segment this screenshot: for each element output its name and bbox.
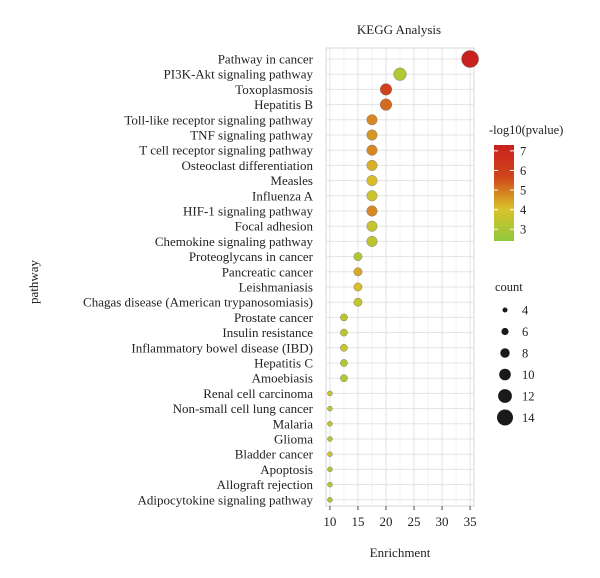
size-legend-label: 14 [522,411,535,425]
data-point [366,175,378,187]
size-legend-dot [497,409,513,426]
data-point [366,159,378,171]
data-point [340,374,348,383]
y-tick-label: Prostate cancer [234,310,314,325]
y-tick-label: Hepatitis B [254,97,313,112]
y-tick-label: T cell receptor signaling pathway [139,143,313,158]
grid [325,47,475,507]
color-legend-label: 3 [520,223,526,237]
data-point [327,451,333,457]
data-point [393,67,407,81]
chart-title: KEGG Analysis [357,22,441,37]
size-legend-label: 8 [522,347,528,361]
y-tick-label: Toll-like receptor signaling pathway [124,112,313,127]
size-legend-dot [499,368,511,381]
color-legend: -log10(pvalue) 3 4 5 6 7 [489,123,563,241]
data-point [327,436,333,442]
y-tick-label: PI3K-Akt signaling pathway [164,67,314,82]
y-tick-label: Amoebiasis [252,371,313,386]
y-tick-label: Focal adhesion [235,219,314,234]
size-legend-label: 6 [522,325,528,339]
data-point [366,205,378,217]
y-tick-label: Allograft rejection [217,477,314,492]
x-tick-label: 15 [351,514,364,529]
y-tick-label: Chemokine signaling pathway [155,234,314,249]
x-tick-label: 25 [408,514,421,529]
y-tick-label: Glioma [274,432,313,447]
size-legend-dot [498,389,512,403]
data-point [327,390,333,397]
data-point [327,481,333,488]
color-legend-label: 6 [520,164,526,178]
data-point [340,313,348,322]
y-tick-label: Pancreatic cancer [222,264,314,279]
y-tick-label: Influenza A [252,188,314,203]
size-legend-dot [502,307,508,313]
color-legend-label: 5 [520,184,526,198]
data-point [366,129,378,141]
y-tick-label: Renal cell carcinoma [203,386,313,401]
y-tick-label: Non-small cell lung cancer [173,401,314,416]
data-point [366,235,378,247]
y-tick-label: Toxoplasmosis [235,82,313,97]
data-point [327,421,333,427]
size-legend-label: 10 [522,368,535,382]
y-tick-label: Malaria [273,416,314,431]
data-point [353,282,363,292]
data-point [379,98,392,111]
size-legend-label: 4 [522,304,529,318]
data-point [366,220,378,232]
y-tick-label: Bladder cancer [235,447,314,462]
data-point [353,267,363,277]
color-legend-label: 4 [520,203,527,217]
size-legend-title: count [495,280,523,294]
data-point [340,359,348,367]
y-tick-label: Pathway in cancer [218,52,314,67]
y-tick-label: Measles [270,173,313,188]
data-point [353,252,363,261]
y-tick-label: Proteoglycans in cancer [189,249,314,264]
data-points [327,50,479,503]
data-point [366,190,378,202]
data-point [327,497,333,503]
y-tick-label: TNF signaling pathway [190,128,313,143]
data-point [366,144,378,156]
size-legend-dot [501,327,509,336]
x-tick-labels: 10 15 20 25 30 35 [323,506,477,529]
x-tick-label: 30 [436,514,449,529]
data-point [340,343,348,352]
size-legend-dot [500,348,510,358]
data-point [327,405,333,412]
size-legend-label: 12 [522,390,535,404]
x-tick-label: 10 [323,514,336,529]
data-point [366,114,378,126]
data-point [461,50,479,68]
y-tick-label: Adipocytokine signaling pathway [138,492,314,507]
y-tick-label: Hepatitis C [254,356,313,371]
size-legend: count 4 6 8 10 12 14 [495,280,535,426]
data-point [340,328,348,337]
y-tick-label: Leishmaniasis [239,280,313,295]
color-legend-label: 7 [520,144,526,158]
y-tick-label: Insulin resistance [222,325,313,340]
y-axis-label: pathway [26,259,41,304]
y-tick-label: Apoptosis [260,462,313,477]
color-bar [494,145,514,241]
data-point [353,297,363,307]
y-tick-label: Osteoclast differentiation [181,158,313,173]
y-tick-label: HIF-1 signaling pathway [183,204,313,219]
x-axis-label: Enrichment [370,545,431,560]
color-legend-title: -log10(pvalue) [489,123,563,137]
x-tick-label: 35 [464,514,477,529]
y-tick-label: Chagas disease (American trypanosomiasis… [83,295,313,310]
x-tick-label: 20 [379,514,392,529]
data-point [327,466,333,473]
data-point [379,83,392,96]
y-tick-label: Inflammatory bowel disease (IBD) [131,340,313,355]
